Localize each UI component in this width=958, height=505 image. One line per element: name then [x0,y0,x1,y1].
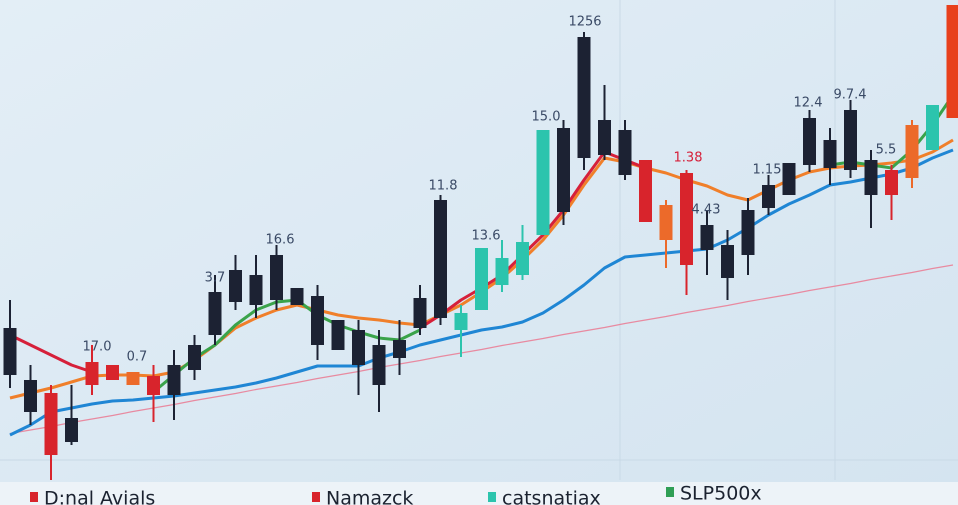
legend-label: SLP500x [680,483,762,505]
annotation: 16.6 [266,233,295,248]
candle-body [536,130,550,235]
candle-body [700,225,714,250]
candle-body [721,245,734,278]
candle-body [885,170,898,195]
candle-body [475,248,488,310]
annotation: 17.0 [83,340,112,355]
annotation: 9.7.4 [833,88,866,103]
candle-body [208,292,222,335]
candle-body [290,288,304,305]
annotation: 3.7 [205,271,226,286]
candle-body [823,140,837,168]
candle-body [454,313,468,330]
legend-label: catsnatiax [502,488,601,505]
candle-body [946,5,958,118]
candle-body [905,125,919,178]
candle-body [24,380,37,412]
candle-body [249,275,263,305]
candle-body [167,365,181,395]
candle-body [188,345,201,370]
annotation: 11.8 [429,179,458,194]
legend-swatch [666,487,674,497]
annotation: 0.7 [127,350,148,365]
candle-body [659,205,673,240]
candle-body [557,128,570,212]
candle-body [372,345,386,385]
candle-body [106,365,119,380]
candle-body [803,118,816,165]
annotation: 12.4 [794,96,823,111]
annotation: 5.5 [876,143,897,158]
candle-body [393,340,406,358]
annotation: 4.43 [692,203,721,218]
candle-body [44,393,58,455]
candle-body [844,110,857,170]
candle-body [516,242,529,275]
annotation: 15.0 [532,110,561,125]
candle-body [65,418,78,442]
legend-swatch [30,492,38,502]
candle-body [331,320,345,350]
candle-body [618,130,632,175]
candle-body [639,160,652,222]
candle-body [126,372,140,385]
candle-body [147,376,160,395]
annotation: 1.38 [674,151,703,166]
ma-line [9,264,954,435]
legend-label: Namazck [326,488,413,505]
candle-body [598,120,611,155]
candle-body [434,200,447,318]
annotation: 1.15 [753,163,782,178]
candle-body [762,185,775,208]
candle-body [782,163,796,195]
legend-band [0,482,958,505]
candle-body [741,210,755,255]
legend-swatch [312,492,320,502]
candle-body [577,37,591,158]
candle-body [352,330,365,365]
ma-line [9,148,954,437]
annotation: 1256 [568,15,601,30]
ma-line [9,333,93,374]
candle-body [926,105,939,150]
candle-body [495,258,509,285]
candle-body [85,362,99,385]
candle-body [680,173,693,265]
annotation: 13.6 [472,229,501,244]
candle-body [413,298,427,328]
candle-body [311,296,324,345]
candle-body [270,255,283,300]
legend-label: D:nal Avials [44,488,155,505]
legend-swatch [488,492,496,502]
candle-body [3,328,17,375]
decor-grid [0,0,958,480]
candle-body [229,270,242,302]
candle-body [864,160,878,195]
